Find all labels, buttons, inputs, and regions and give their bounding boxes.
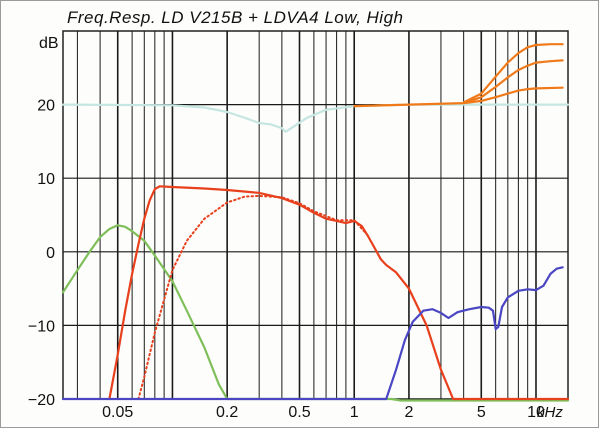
series-line-2 (108, 185, 570, 401)
y-tick-label: 0 (46, 245, 55, 262)
plot-area (62, 30, 569, 400)
y-tick-label: 20 (37, 98, 55, 115)
series-line-7 (462, 59, 564, 105)
horizontal-gridlines (63, 103, 568, 326)
chart-title: Freq.Resp. LD V215B + LDVA4 Low, High (67, 8, 404, 27)
x-tick-label: 0.05 (102, 404, 133, 421)
vertical-gridlines (76, 31, 537, 399)
x-tick-labels: 0.05 0.2 0.5 1 2 5 10 (102, 404, 545, 421)
x-tick-label: 0.5 (288, 404, 310, 421)
y-tick-labels: 20 10 0 −10 −20 (28, 98, 55, 409)
x-tick-label: 10 (527, 404, 545, 421)
x-axis-unit: kHz (537, 404, 563, 421)
x-tick-label: 1 (350, 404, 359, 421)
series-line-4 (61, 266, 564, 401)
series-line-8 (462, 43, 564, 104)
y-axis-label: dB (39, 35, 59, 52)
y-tick-label: −20 (28, 392, 55, 409)
series-line-3 (137, 194, 370, 400)
series-layer (61, 43, 570, 402)
y-tick-label: 10 (37, 171, 55, 188)
x-tick-label: 0.2 (216, 404, 238, 421)
series-line-6 (353, 86, 564, 108)
x-tick-label: 2 (404, 404, 413, 421)
series-line-5 (61, 103, 570, 133)
y-tick-label: −10 (28, 318, 55, 335)
x-tick-label: 5 (477, 404, 486, 421)
